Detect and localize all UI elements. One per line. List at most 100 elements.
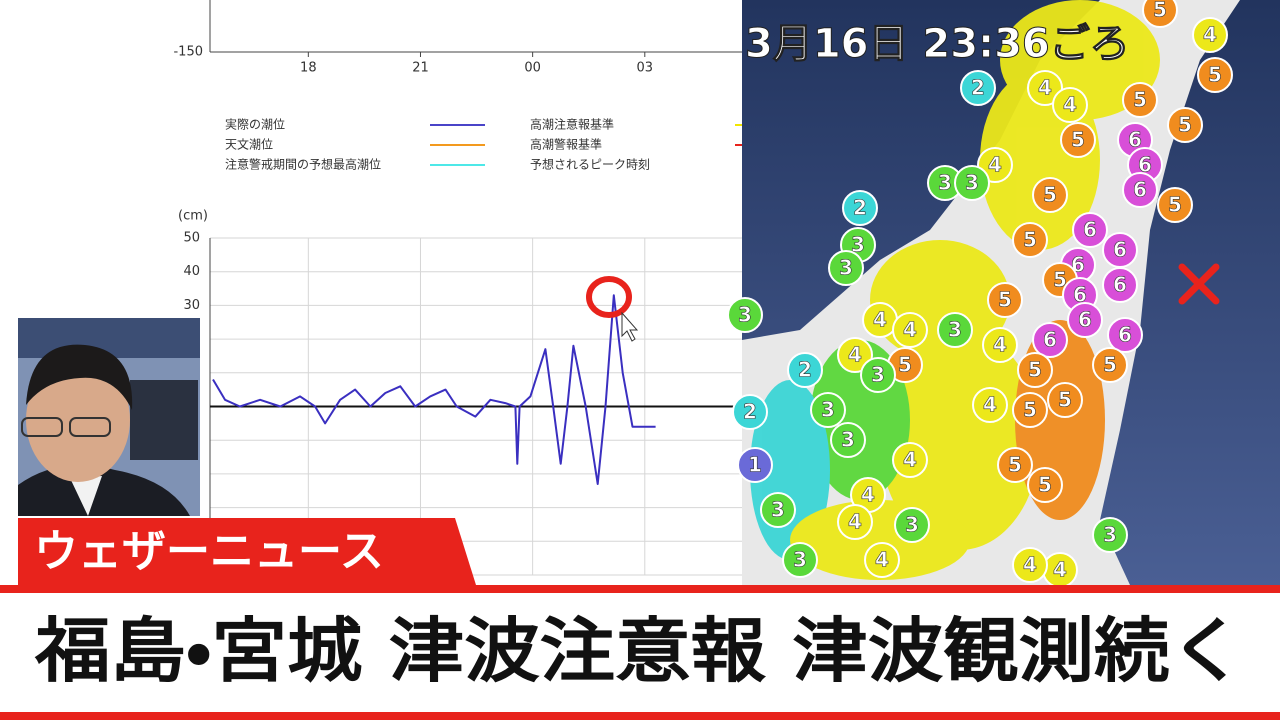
intensity-marker: 5: [1092, 347, 1128, 383]
marker-disc: [1027, 70, 1063, 106]
marker-label: 5: [1038, 473, 1052, 497]
marker-label: 4: [848, 510, 862, 534]
y-unit: (cm): [178, 209, 208, 224]
marker-label: 3: [905, 513, 919, 537]
intensity-marker: 5: [1122, 82, 1158, 118]
marker-label: 6: [1073, 283, 1087, 307]
marker-label: 5: [1053, 268, 1067, 292]
marker-label: 6: [1133, 178, 1147, 202]
marker-label: 4: [1063, 93, 1077, 117]
marker-label: 5: [1043, 183, 1057, 207]
marker-label: 4: [861, 483, 875, 507]
marker-disc: [960, 70, 996, 106]
intensity-marker: 4: [977, 147, 1013, 183]
intensity-marker: 4: [864, 542, 900, 578]
marker-disc: [810, 392, 846, 428]
intensity-marker: 6: [1067, 302, 1103, 338]
marker-label: 5: [1208, 63, 1222, 87]
intensity-marker: 2: [787, 352, 823, 388]
marker-label: 5: [1178, 113, 1192, 137]
marker-disc: [760, 492, 796, 528]
marker-disc: [1067, 302, 1103, 338]
marker-disc: [1012, 547, 1048, 583]
marker-label: 6: [1138, 153, 1152, 177]
marker-disc: [1072, 212, 1108, 248]
studio-wall: [18, 318, 200, 358]
marker-disc: [828, 250, 864, 286]
marker-label: 3: [821, 398, 835, 422]
marker-disc: [842, 190, 878, 226]
cursor: [621, 311, 639, 342]
marker-label: 5: [1153, 0, 1167, 22]
intensity-marker: 6: [1127, 147, 1163, 183]
marker-label: 5: [1103, 353, 1117, 377]
legend-label: 予想されるピーク時刻: [530, 157, 650, 172]
legend-label: 高潮警報基準: [530, 137, 602, 152]
intensity-marker: 6: [1107, 317, 1143, 353]
marker-label: 3: [851, 233, 865, 257]
legend-label: 注意警戒期間の予想最高潮位: [225, 157, 381, 172]
marker-label: 2: [743, 400, 757, 424]
intensity-marker: 3: [954, 165, 990, 201]
y-tick-label: 30: [183, 298, 200, 313]
intensity-marker: 6: [1102, 232, 1138, 268]
marker-label: 5: [1023, 398, 1037, 422]
intensity-marker: 2: [732, 394, 768, 430]
marker-label: 6: [1043, 328, 1057, 352]
intensity-marker: 3: [727, 297, 763, 333]
marker-label: 3: [1103, 523, 1117, 547]
marker-disc: [732, 394, 768, 430]
marker-disc: [1122, 82, 1158, 118]
intensity-marker: 4: [972, 387, 1008, 423]
shirt: [70, 476, 102, 516]
intensity-marker: 3: [830, 422, 866, 458]
intensity-marker: 4: [1042, 552, 1078, 588]
marker-label: 2: [798, 358, 812, 382]
intensity-marker: 4: [1027, 70, 1063, 106]
marker-disc: [837, 504, 873, 540]
intensity-marker: 5: [987, 282, 1023, 318]
marker-disc: [1027, 467, 1063, 503]
legend-label: 天文潮位: [225, 137, 273, 152]
marker-disc: [1017, 352, 1053, 388]
intensity-marker: 6: [1122, 172, 1158, 208]
marker-disc: [1197, 57, 1233, 93]
intensity-marker: 4: [1012, 547, 1048, 583]
y-tick-label: 40: [183, 264, 200, 279]
marker-label: 5: [1168, 193, 1182, 217]
marker-label: 3: [841, 428, 855, 452]
marker-disc: [997, 447, 1033, 483]
marker-label: 4: [903, 448, 917, 472]
marker-disc: [892, 312, 928, 348]
marker-label: 3: [771, 498, 785, 522]
intensity-marker: 2: [960, 70, 996, 106]
marker-label: 4: [1203, 23, 1217, 47]
x-tick-label: 18: [300, 61, 317, 76]
marker-label: 6: [1113, 238, 1127, 262]
intensity-marker: 3: [937, 312, 973, 348]
brand-banner: [18, 518, 476, 585]
y-tick-label: 50: [183, 231, 200, 246]
marker-label: 2: [971, 76, 985, 100]
timestamp: 3月16日 23:36ごろ: [745, 21, 1130, 67]
marker-label: 3: [938, 171, 952, 195]
glasses: [69, 417, 111, 437]
marker-label: 4: [988, 153, 1002, 177]
marker-disc: [1060, 122, 1096, 158]
anchor-inset: [18, 318, 200, 516]
epicenter: [1178, 263, 1220, 305]
annotation: [586, 276, 639, 342]
intensity-marker: 3: [782, 542, 818, 578]
intensity-marker: 5: [1060, 122, 1096, 158]
intensity-marker: 3: [860, 357, 896, 393]
marker-disc: [830, 422, 866, 458]
intensity-marker: 3: [828, 250, 864, 286]
marker-label: 5: [1008, 453, 1022, 477]
marker-label: 4: [1053, 558, 1067, 582]
intensity-marker: 5: [997, 447, 1033, 483]
brand: ウェザーニュース: [34, 526, 384, 577]
marker-label: 4: [875, 548, 889, 572]
marker-disc: [1142, 0, 1178, 28]
